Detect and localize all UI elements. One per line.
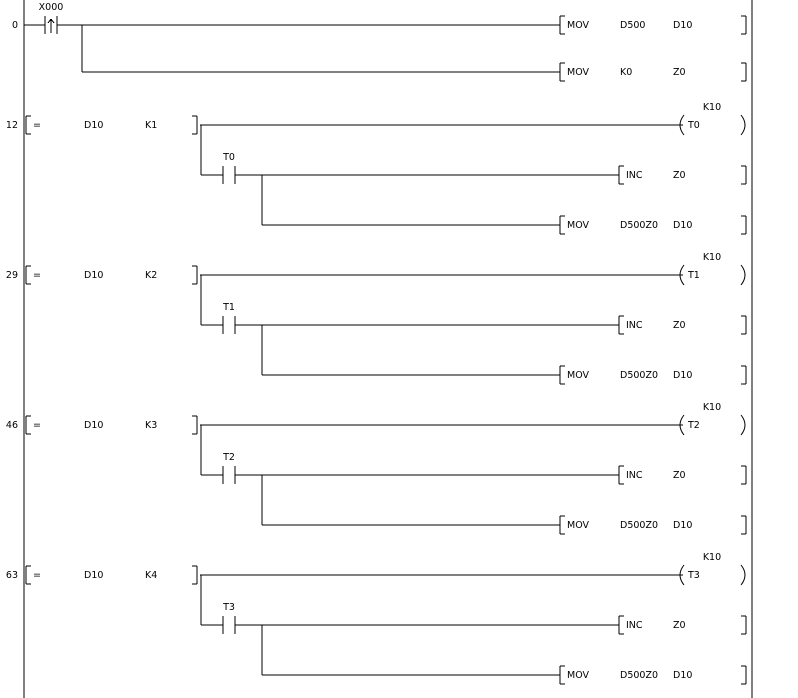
instruction-op: INC — [626, 470, 643, 481]
operand: Z0 — [673, 67, 686, 78]
operand: K3 — [145, 420, 157, 431]
coil-right-paren — [740, 564, 746, 586]
coil-right-paren — [740, 114, 746, 136]
instruction-inc[interactable]: INC Z0 — [618, 465, 747, 485]
operand: D500Z0 — [620, 520, 658, 531]
rising-edge-arrow-icon — [50, 18, 55, 24]
coil-left-paren — [679, 564, 685, 586]
compare-instruction[interactable]: = D10 K1 — [25, 115, 198, 135]
compare-instruction[interactable]: = D10 K4 — [25, 565, 198, 585]
operand: D500 — [620, 20, 645, 31]
operand: D500Z0 — [620, 220, 658, 231]
instruction-op: MOV — [567, 370, 590, 381]
operand: D10 — [673, 370, 692, 381]
compare-op: = — [33, 270, 41, 281]
instruction-op: INC — [626, 170, 643, 181]
instruction-mov[interactable]: MOV D500Z0 D10 — [559, 665, 747, 685]
instruction-inc[interactable]: INC Z0 — [618, 315, 747, 335]
operand: D10 — [84, 120, 103, 131]
instruction-mov[interactable]: MOV D500Z0 D10 — [559, 365, 747, 385]
compare-op: = — [33, 420, 41, 431]
coil-label: T2 — [687, 420, 700, 431]
coil-preset: K10 — [703, 402, 721, 413]
compare-instruction[interactable]: = D10 K2 — [25, 265, 198, 285]
instruction-op: MOV — [567, 670, 590, 681]
step-number: 0 — [12, 20, 18, 31]
instruction-op: INC — [626, 620, 643, 631]
coil-left-paren — [679, 264, 685, 286]
instruction-op: INC — [626, 320, 643, 331]
rung-step-0: 0 X000 MOV D500 D10 MOV K0 Z0 — [12, 2, 747, 82]
compare-instruction[interactable]: = D10 K3 — [25, 415, 198, 435]
instruction-mov[interactable]: MOV K0 Z0 — [559, 62, 747, 82]
compare-op: = — [33, 120, 41, 131]
coil-left-paren — [679, 414, 685, 436]
contact-label: X000 — [39, 2, 64, 13]
operand: D10 — [673, 670, 692, 681]
operand: K4 — [145, 570, 157, 581]
instruction-mov[interactable]: MOV D500Z0 D10 — [559, 215, 747, 235]
coil-right-paren — [740, 264, 746, 286]
operand: Z0 — [673, 170, 686, 181]
coil-left-paren — [679, 114, 685, 136]
coil-label: T1 — [687, 270, 700, 281]
contact-label: T3 — [222, 602, 235, 613]
operand: D10 — [673, 20, 692, 31]
operand: D10 — [84, 420, 103, 431]
coil-right-paren — [740, 414, 746, 436]
operand: D10 — [673, 220, 692, 231]
operand: K2 — [145, 270, 157, 281]
instruction-mov[interactable]: MOV D500Z0 D10 — [559, 515, 747, 535]
instruction-inc[interactable]: INC Z0 — [618, 615, 747, 635]
step-number: 12 — [6, 120, 18, 131]
operand: Z0 — [673, 470, 686, 481]
operand: Z0 — [673, 320, 686, 331]
step-number: 29 — [6, 270, 18, 281]
compare-op: = — [33, 570, 41, 581]
contact-X000[interactable]: X000 — [39, 2, 64, 34]
operand: D10 — [673, 520, 692, 531]
contact-label: T1 — [222, 302, 235, 313]
instruction-mov[interactable]: MOV D500 D10 — [559, 15, 747, 35]
instruction-op: MOV — [567, 67, 590, 78]
operand: D500Z0 — [620, 370, 658, 381]
instruction-op: MOV — [567, 220, 590, 231]
operand: K1 — [145, 120, 157, 131]
operand: D500Z0 — [620, 670, 658, 681]
coil-preset: K10 — [703, 552, 721, 563]
rising-edge-arrow-icon — [47, 18, 52, 24]
coil-label: T0 — [687, 120, 700, 131]
contact-label: T2 — [222, 452, 235, 463]
operand: D10 — [84, 570, 103, 581]
instruction-op: MOV — [567, 20, 590, 31]
contact-label: T0 — [222, 152, 235, 163]
coil-preset: K10 — [703, 102, 721, 113]
operand: D10 — [84, 270, 103, 281]
instruction-op: MOV — [567, 520, 590, 531]
instruction-inc[interactable]: INC Z0 — [618, 165, 747, 185]
coil-label: T3 — [687, 570, 700, 581]
step-number: 63 — [6, 570, 18, 581]
coil-preset: K10 — [703, 252, 721, 263]
operand: Z0 — [673, 620, 686, 631]
operand: K0 — [620, 67, 632, 78]
step-number: 46 — [6, 420, 18, 431]
